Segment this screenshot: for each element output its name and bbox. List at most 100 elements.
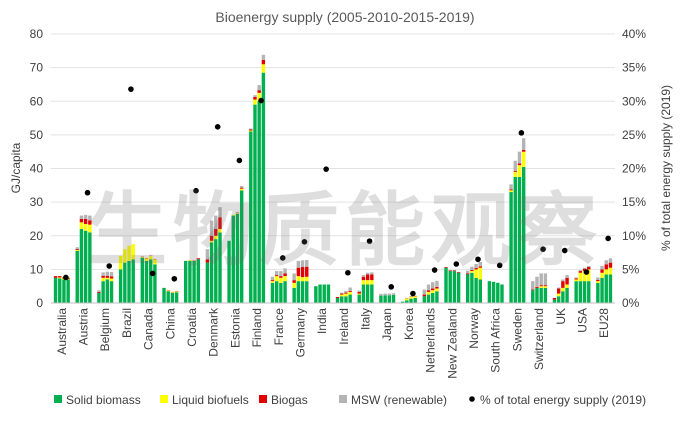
bar-segment	[596, 279, 600, 282]
bar-segment	[118, 255, 123, 270]
bar-segment	[249, 129, 253, 131]
bar-segment	[101, 275, 105, 278]
bar-segment	[340, 296, 344, 303]
bar-segment	[531, 290, 535, 303]
bar-segment	[357, 293, 361, 295]
y-tick-label: 60	[30, 94, 44, 108]
bar-segment	[431, 282, 435, 289]
bar-segment	[452, 270, 457, 272]
bar-segment	[587, 267, 591, 270]
bar-segment	[365, 284, 370, 303]
bar-segment	[131, 259, 135, 303]
bar-segment	[109, 278, 114, 282]
bar-segment	[335, 297, 340, 303]
bar-segment	[235, 211, 240, 213]
bar-segment	[357, 294, 361, 303]
share-marker	[279, 255, 286, 261]
bar-segment	[348, 287, 352, 291]
category-label: Croatia	[185, 308, 199, 347]
bar-segment	[357, 290, 361, 292]
bar-segment	[170, 292, 175, 303]
bar-segment	[97, 290, 101, 292]
bar-segment	[53, 277, 58, 303]
bar-segment	[470, 271, 474, 273]
bar-segment	[596, 277, 600, 280]
share-marker	[431, 267, 438, 273]
bar-segment	[521, 150, 526, 152]
bar-segment	[88, 232, 92, 303]
category-label: Australia	[55, 308, 69, 355]
bar-segment	[474, 277, 478, 303]
bar-segment	[513, 171, 517, 177]
y-tick-label: 0	[36, 296, 43, 310]
category-label: Switzerland	[532, 308, 546, 370]
bar-segment	[370, 284, 374, 303]
bar-segment	[79, 229, 84, 303]
bar-segment	[608, 267, 613, 275]
bar-segment	[370, 274, 374, 281]
bar-segment	[261, 59, 266, 65]
bar-segment	[144, 260, 149, 303]
bar-segment	[365, 280, 370, 285]
bar-segment	[249, 128, 253, 130]
y-axis-ticks: 0 10 20 30 40 50 60 70 80	[30, 27, 44, 310]
category-label: South Africa	[489, 308, 503, 373]
bar-segment	[574, 279, 578, 282]
bar-segment	[348, 294, 352, 303]
bar-segment	[257, 101, 261, 303]
bar-segment	[166, 291, 170, 303]
share-marker	[605, 235, 611, 242]
bar-segment	[539, 273, 543, 286]
bar-segment	[253, 99, 257, 105]
bar-segment	[123, 262, 127, 303]
bar-segment	[270, 281, 275, 283]
bar-segment	[365, 274, 370, 281]
bar-segment	[270, 282, 275, 303]
bar-segment	[162, 287, 166, 303]
bar-segment	[370, 280, 374, 285]
bar-segment	[578, 271, 583, 273]
bar-segment	[578, 281, 583, 303]
bar-segment	[249, 131, 253, 303]
bar-segment	[587, 269, 591, 282]
y-tick-label: 40	[30, 162, 44, 176]
bar-segment	[561, 287, 565, 292]
bar-segment	[97, 291, 101, 293]
bar-segment	[608, 262, 613, 268]
bar-segment	[608, 258, 613, 263]
category-label: Austria	[77, 308, 91, 346]
bar-segment	[600, 269, 604, 273]
bar-segment	[209, 242, 214, 303]
bar-segment	[105, 271, 110, 276]
bar-segment	[574, 278, 578, 280]
bar-segment	[348, 290, 352, 292]
bar-segment	[344, 292, 348, 294]
bar-segment	[383, 295, 387, 303]
bar-segment	[561, 291, 565, 303]
bar-segment	[62, 279, 66, 303]
bar-segment	[123, 249, 127, 263]
y2-axis-title: % of total energy supply (2019)	[659, 85, 673, 251]
bar-segment	[391, 294, 396, 303]
bar-segment	[153, 264, 157, 303]
category-label: Estonia	[228, 308, 242, 348]
share-marker	[258, 97, 264, 104]
bar-segment	[422, 294, 427, 297]
bar-segment	[604, 260, 608, 265]
bar-segment	[101, 281, 105, 303]
bar-segment	[361, 280, 366, 285]
category-label: Brazil	[120, 308, 134, 338]
bar-segment	[279, 277, 283, 283]
bar-segment	[426, 290, 431, 292]
bar-segment	[556, 287, 561, 289]
bar-segment	[565, 287, 569, 303]
chart-title: Bioenergy supply (2005-2010-2015-2019)	[215, 9, 474, 25]
bar-segment	[574, 281, 578, 303]
share-marker	[475, 256, 481, 263]
bar-segment	[578, 270, 583, 272]
bar-segment	[539, 285, 543, 287]
share-marker	[84, 189, 91, 196]
legend-label: Biogas	[271, 393, 308, 407]
category-label: Italy	[359, 308, 373, 330]
bar-segment	[496, 282, 500, 303]
